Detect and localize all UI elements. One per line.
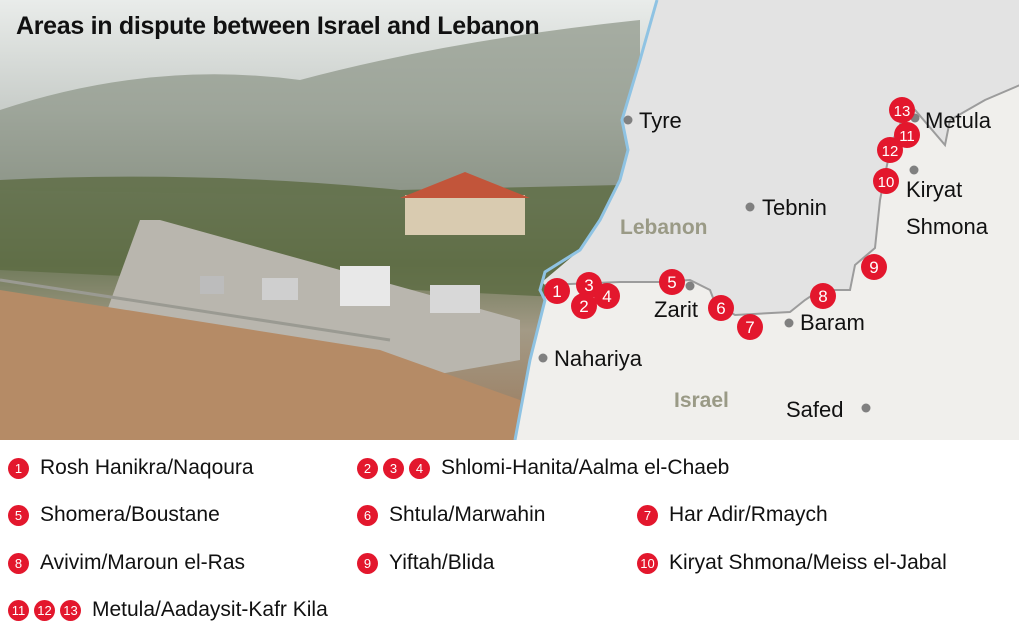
map-title: Areas in dispute between Israel and Leba…	[16, 12, 540, 40]
marker-9: 9	[861, 254, 887, 280]
marker-badge: 9	[357, 552, 378, 574]
city-label-safed: Safed	[786, 397, 844, 422]
city-label-baram: Baram	[800, 310, 865, 335]
marker-circle	[544, 278, 570, 304]
border-line	[544, 84, 1021, 317]
city-label-zarit: Zarit	[654, 297, 698, 322]
marker-badge: 5	[8, 504, 29, 526]
legend-item-8: 8 Avivim/Maroun el-Ras	[8, 551, 245, 575]
city-dot-kiryat-shmona	[909, 165, 919, 175]
city-dot-baram	[784, 318, 794, 328]
marker-number: 3	[584, 276, 593, 295]
marker-circle	[873, 168, 899, 194]
marker-4: 4	[594, 283, 620, 309]
city-label-tyre: Tyre	[639, 108, 682, 133]
legend-item-6: 6 Shtula/Marwahin	[357, 503, 545, 527]
marker-circle	[708, 295, 734, 321]
legend-label: Kiryat Shmona/Meiss el-Jabal	[669, 551, 947, 574]
marker-badge: 13	[60, 599, 81, 621]
city-dots	[538, 113, 920, 413]
marker-number: 11	[899, 128, 915, 145]
legend-item-9: 9 Yiftah/Blida	[357, 551, 494, 575]
city-dot-safed	[861, 403, 871, 413]
marker-7: 7	[737, 314, 763, 340]
legend-item-10: 10 Kiryat Shmona/Meiss el-Jabal	[637, 551, 947, 575]
marker-10: 10	[873, 168, 899, 194]
marker-badge: 11	[8, 599, 29, 621]
city-label-shmona: Shmona	[906, 214, 989, 239]
marker-circle	[861, 254, 887, 280]
country-label-lebanon: Lebanon	[620, 216, 708, 239]
marker-badge: 3	[383, 457, 404, 479]
marker-11: 11	[894, 122, 920, 148]
marker-badge: 12	[34, 599, 55, 621]
legend-item-1: 1 Rosh Hanikra/Naqoura	[8, 456, 254, 480]
marker-1: 1	[544, 278, 570, 304]
legend-item-11-12-13: 11 12 13 Metula/Aadaysit-Kafr Kila	[8, 598, 328, 622]
marker-badge: 4	[409, 457, 430, 479]
marker-6: 6	[708, 295, 734, 321]
marker-circle	[894, 122, 920, 148]
legend-label: Har Adir/Rmaych	[669, 503, 828, 526]
marker-badge: 8	[8, 552, 29, 574]
city-dot-nahariya	[538, 353, 548, 363]
marker-badge: 2	[357, 457, 378, 479]
legend-item-2-3-4: 2 3 4 Shlomi-Hanita/Aalma el-Chaeb	[357, 456, 729, 480]
marker-number: 5	[667, 273, 676, 292]
marker-badge: 7	[637, 504, 658, 526]
marker-13: 13	[889, 97, 915, 123]
city-label-metula: Metula	[925, 108, 992, 133]
marker-circle	[737, 314, 763, 340]
coastline	[513, 0, 659, 440]
marker-number: 1	[552, 282, 561, 301]
legend-label: Shomera/Boustane	[40, 503, 220, 526]
marker-circle	[810, 283, 836, 309]
city-label-tebnin: Tebnin	[762, 195, 827, 220]
marker-5: 5	[659, 269, 685, 295]
city-dot-tebnin	[745, 202, 755, 212]
legend-label: Rosh Hanikra/Naqoura	[40, 456, 254, 479]
border-fence-photo	[0, 0, 680, 440]
lebanon-area	[542, 0, 1020, 315]
legend-item-5: 5 Shomera/Boustane	[8, 503, 220, 527]
city-dot-tyre	[623, 115, 633, 125]
legend-label: Metula/Aadaysit-Kafr Kila	[92, 598, 328, 621]
marker-circle	[594, 283, 620, 309]
marker-number: 13	[894, 103, 911, 120]
marker-2: 2	[571, 293, 597, 319]
legend: 1 Rosh Hanikra/Naqoura 2 3 4 Shlomi-Hani…	[0, 440, 1024, 633]
marker-number: 4	[602, 287, 611, 306]
marker-12: 12	[877, 137, 903, 163]
marker-circle	[659, 269, 685, 295]
marker-circle	[889, 97, 915, 123]
marker-number: 12	[882, 143, 899, 160]
marker-number: 8	[818, 287, 827, 306]
marker-number: 9	[869, 258, 878, 277]
legend-item-7: 7 Har Adir/Rmaych	[637, 503, 828, 527]
marker-circle	[571, 293, 597, 319]
legend-label: Avivim/Maroun el-Ras	[40, 551, 246, 574]
marker-circle	[877, 137, 903, 163]
marker-number: 7	[745, 318, 754, 337]
marker-8: 8	[810, 283, 836, 309]
legend-label: Shlomi-Hanita/Aalma el-Chaeb	[441, 456, 730, 479]
map-graphic: Lebanon Israel Tyre Tebnin Zarit Baram N…	[0, 0, 1021, 440]
city-label-kiryat: Kiryat	[906, 177, 962, 202]
marker-number: 6	[716, 299, 725, 318]
marker-badge: 10	[637, 552, 658, 574]
marker-number: 10	[878, 174, 895, 191]
legend-label: Shtula/Marwahin	[389, 503, 546, 526]
marker-badge: 1	[8, 457, 29, 479]
country-label-israel: Israel	[674, 389, 729, 412]
marker-number: 2	[579, 297, 588, 316]
city-label-nahariya: Nahariya	[554, 346, 643, 371]
legend-label: Yiftah/Blida	[389, 551, 495, 574]
city-dot-zarit	[685, 281, 695, 291]
marker-badge: 6	[357, 504, 378, 526]
